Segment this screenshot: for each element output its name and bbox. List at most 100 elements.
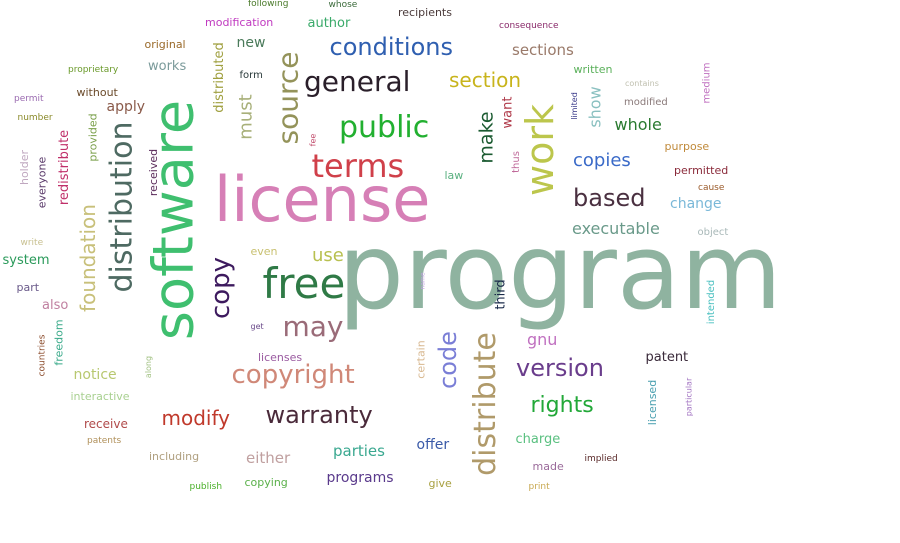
word-form: form <box>239 70 263 81</box>
word-show: show <box>585 86 605 128</box>
word-patents: patents <box>87 435 122 446</box>
word-patent: patent <box>645 349 689 365</box>
word-also: also <box>42 297 69 313</box>
word-distribute: distribute <box>467 332 503 476</box>
word-must: must <box>235 94 257 140</box>
word-purpose: purpose <box>664 139 710 153</box>
word-free: free <box>262 259 346 308</box>
word-gnu: gnu <box>527 330 558 349</box>
word-implied: implied <box>584 453 618 464</box>
word-number: number <box>17 112 53 123</box>
word-get: get <box>250 322 264 331</box>
word-system: system <box>2 252 50 268</box>
word-licenses: licenses <box>258 350 303 364</box>
word-modified: modified <box>624 97 668 108</box>
word-warranty: warranty <box>265 401 373 429</box>
word-law: law <box>444 168 464 182</box>
word-provided: provided <box>86 112 100 162</box>
word-name: name <box>419 272 427 290</box>
word-redistribute: redistribute <box>56 129 72 205</box>
word-third: third <box>493 278 509 310</box>
word-everyone: everyone <box>35 156 49 208</box>
word-even: even <box>250 244 278 258</box>
word-certain: certain <box>414 339 428 379</box>
word-may: may <box>282 310 344 343</box>
word-publish: publish <box>189 481 223 492</box>
word-whose: whose <box>328 0 358 10</box>
word-received: received <box>146 148 160 196</box>
word-write: write <box>20 237 44 248</box>
word-permitted: permitted <box>674 163 729 177</box>
word-code: code <box>433 331 462 389</box>
word-print: print <box>528 481 550 492</box>
word-contains: contains <box>625 79 659 88</box>
word-limited: limited <box>569 92 579 120</box>
word-distribution: distribution <box>103 121 139 293</box>
word-copying: copying <box>244 475 288 489</box>
word-license: license <box>214 163 431 236</box>
word-parties: parties <box>333 441 385 460</box>
word-object: object <box>697 227 729 238</box>
word-along: along <box>144 355 154 379</box>
word-holder: holder <box>17 149 31 185</box>
word-modification: modification <box>205 15 274 29</box>
word-give: give <box>428 476 452 490</box>
word-original: original <box>144 37 186 51</box>
word-notice: notice <box>73 367 117 383</box>
word-executable: executable <box>572 219 660 238</box>
word-conditions: conditions <box>329 33 453 61</box>
word-want: want <box>500 96 516 128</box>
word-copyright: copyright <box>231 360 355 390</box>
word-new: new <box>236 35 266 51</box>
word-general: general <box>304 65 411 98</box>
word-terms: terms <box>311 147 405 185</box>
word-foundation: foundation <box>75 204 100 312</box>
word-interactive: interactive <box>70 389 130 403</box>
word-source: source <box>270 51 304 145</box>
word-following: following <box>248 0 289 9</box>
word-consequence: consequence <box>499 20 559 31</box>
word-rights: rights <box>530 393 594 418</box>
word-apply: apply <box>106 99 146 115</box>
word-receive: receive <box>84 417 128 431</box>
word-work: work <box>517 104 562 196</box>
word-public: public <box>339 110 430 145</box>
word-sections: sections <box>512 40 574 59</box>
word-either: either <box>246 448 291 467</box>
word-make: make <box>475 110 498 164</box>
word-fee: fee <box>307 133 317 147</box>
word-modify: modify <box>161 406 231 430</box>
word-countries: countries <box>37 334 48 376</box>
word-proprietary: proprietary <box>68 64 119 75</box>
word-without: without <box>76 85 118 99</box>
word-made: made <box>532 459 564 473</box>
word-programs: programs <box>326 470 394 486</box>
word-section: section <box>449 68 522 92</box>
word-permit: permit <box>14 93 44 104</box>
word-licensed: licensed <box>645 379 659 425</box>
word-including: including <box>149 449 200 463</box>
word-change: change <box>670 196 722 212</box>
word-use: use <box>312 245 344 266</box>
word-program: program <box>338 211 782 333</box>
word-works: works <box>148 58 187 74</box>
word-intended: intended <box>706 279 718 325</box>
word-software: software <box>140 99 206 341</box>
word-offer: offer <box>416 437 450 453</box>
word-copies: copies <box>573 150 631 171</box>
word-cause: cause <box>698 182 725 193</box>
word-author: author <box>307 15 351 31</box>
word-based: based <box>573 184 646 212</box>
word-distributed: distributed <box>211 41 227 113</box>
word-freedom: freedom <box>52 318 66 366</box>
word-thus: thus <box>510 151 522 173</box>
word-version: version <box>516 354 604 382</box>
word-copy: copy <box>206 256 237 320</box>
word-whole: whole <box>614 115 662 134</box>
word-written: written <box>573 62 613 76</box>
word-recipients: recipients <box>398 5 452 19</box>
word-particular: particular <box>683 377 693 417</box>
word-charge: charge <box>515 431 561 447</box>
word-part: part <box>16 280 40 294</box>
